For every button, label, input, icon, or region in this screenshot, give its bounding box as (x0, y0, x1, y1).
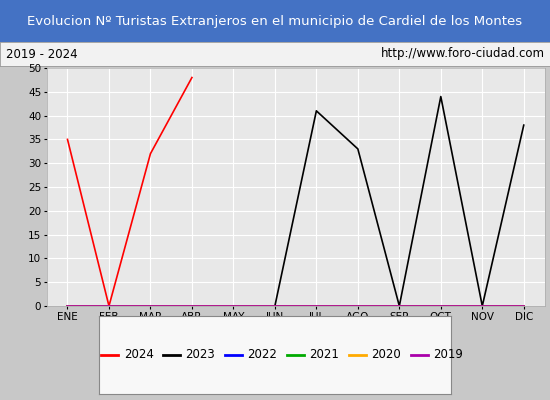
Text: 2022: 2022 (248, 348, 277, 362)
Text: 2023: 2023 (185, 348, 216, 362)
Text: 2019 - 2024: 2019 - 2024 (6, 48, 77, 60)
Text: 2024: 2024 (124, 348, 153, 362)
Text: 2020: 2020 (371, 348, 401, 362)
Text: Evolucion Nº Turistas Extranjeros en el municipio de Cardiel de los Montes: Evolucion Nº Turistas Extranjeros en el … (28, 14, 522, 28)
Text: 2021: 2021 (310, 348, 339, 362)
Text: 2019: 2019 (433, 348, 463, 362)
Text: http://www.foro-ciudad.com: http://www.foro-ciudad.com (381, 48, 544, 60)
